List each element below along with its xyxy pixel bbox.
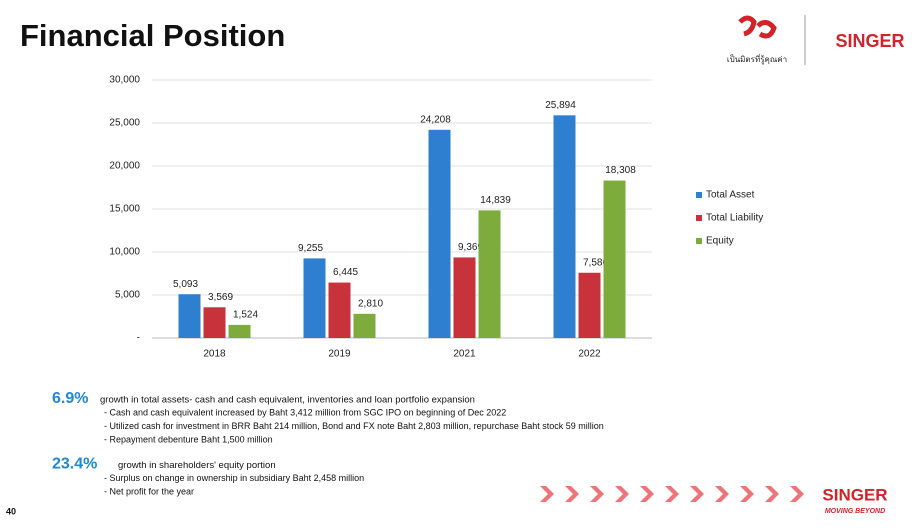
slide-title: Financial Position	[20, 18, 285, 53]
logo-brand: SINGER	[835, 31, 904, 51]
bar	[478, 210, 501, 338]
value-label: 24,208	[420, 114, 451, 125]
footer-tagline: MOVING BEYOND	[825, 508, 885, 515]
legend-label: Total Liability	[706, 213, 763, 224]
highlight-point: - Surplus on change in ownership in subs…	[104, 473, 364, 483]
legend-label: Total Asset	[706, 190, 755, 201]
value-label: 5,093	[173, 279, 198, 290]
bar	[353, 313, 376, 338]
legend-swatch	[696, 238, 702, 244]
highlight-point: - Repayment debenture Baht 1,500 million	[104, 434, 273, 444]
bar	[178, 294, 201, 338]
y-tick-label: 5,000	[115, 290, 140, 301]
value-label: 6,445	[333, 267, 358, 278]
highlight-text: growth in total assets- cash and cash eq…	[100, 395, 475, 406]
value-label: 3,569	[208, 292, 233, 303]
bar	[303, 258, 326, 338]
highlight-figure: 6.9%	[52, 390, 88, 407]
logo-tagline: เป็นมิตรที่รู้คุณค่า	[727, 53, 787, 65]
value-label: 9,369	[458, 242, 483, 253]
chevrons	[540, 486, 804, 502]
y-tick-label: 15,000	[109, 204, 140, 215]
value-label: 7,586	[583, 257, 608, 268]
value-label: 9,255	[298, 243, 323, 254]
bar	[453, 257, 476, 338]
bar	[328, 282, 351, 338]
y-tick-label: 20,000	[109, 161, 140, 172]
highlight-figure: 23.4%	[52, 456, 97, 473]
bar	[603, 180, 626, 338]
y-tick-label: 10,000	[109, 247, 140, 258]
bar	[203, 307, 226, 338]
value-label: 18,308	[605, 165, 636, 176]
logo-mark	[738, 15, 777, 39]
legend-swatch	[696, 192, 702, 198]
x-tick-label: 2019	[328, 349, 351, 360]
x-tick-label: 2021	[453, 349, 476, 360]
bar	[228, 324, 251, 338]
footer-brand: SINGER	[822, 485, 887, 504]
x-tick-label: 2018	[203, 349, 226, 360]
y-tick-label: 25,000	[109, 118, 140, 129]
x-tick-label: 2022	[578, 349, 601, 360]
legend-label: Equity	[706, 236, 734, 247]
value-label: 2,810	[358, 298, 383, 309]
page-number: 40	[6, 506, 16, 516]
value-label: 25,894	[545, 100, 576, 111]
bar	[553, 115, 576, 338]
legend-swatch	[696, 215, 702, 221]
highlight-point: - Cash and cash equivalent increased by …	[104, 407, 506, 417]
highlight-point: - Utilized cash for investment in BRR Ba…	[104, 421, 604, 431]
y-tick-label: 30,000	[109, 75, 140, 86]
highlight-text: growth in shareholders' equity portion	[118, 460, 276, 471]
bar	[428, 129, 451, 338]
value-label: 1,524	[233, 310, 258, 321]
highlight-point: - Net profit for the year	[104, 486, 194, 496]
bar	[578, 272, 601, 338]
value-label: 14,839	[480, 195, 511, 206]
y-tick-label: -	[137, 333, 140, 344]
